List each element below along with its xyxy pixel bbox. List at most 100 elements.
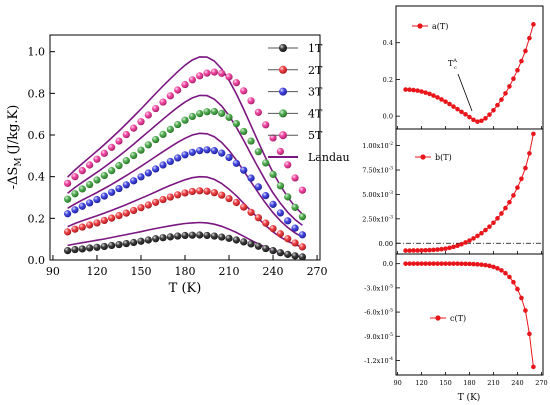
panel-c-point [443, 261, 448, 266]
data-point-shading [203, 146, 211, 154]
data-point-shading [291, 203, 299, 211]
data-point-shading [93, 219, 101, 227]
tc-subscript: c [454, 65, 457, 71]
data-point-shading [188, 112, 196, 121]
panel-c-x-tick-label: 180 [463, 379, 475, 387]
panel-c-legend-label: c(T) [450, 314, 466, 323]
data-point-shading [196, 231, 204, 239]
panel-b-point [407, 248, 412, 253]
data-point-shading [71, 225, 79, 233]
data-point-shading [71, 173, 79, 181]
data-point-shading [108, 188, 116, 196]
data-point-shading [254, 183, 262, 191]
data-point-shading [188, 231, 196, 239]
panel-a-point [407, 87, 412, 93]
panel-c-point [451, 261, 456, 266]
data-point-shading [218, 191, 226, 199]
panel-c-point [431, 261, 436, 266]
panel-b-point [411, 248, 416, 253]
panel-c-x-tick-label: 90 [393, 379, 401, 387]
panel-a-point [459, 109, 464, 115]
panel-c-point [415, 261, 420, 266]
data-point-shading [93, 243, 101, 251]
panel-a-point [431, 93, 436, 98]
data-point-shading [78, 202, 86, 210]
data-point-shading [78, 167, 86, 175]
data-point-shading [232, 79, 240, 87]
data-point-shading [276, 209, 284, 217]
panel-c-point [519, 295, 524, 301]
main-y-tick-label: 0.4 [28, 171, 46, 184]
data-point-shading [181, 80, 189, 89]
panel-c-x-tick-label: 270 [535, 379, 547, 387]
panel-a-point [443, 99, 448, 104]
panel-b-point [451, 244, 456, 250]
data-point-shading [174, 120, 182, 129]
legend-label-landau: Landau [308, 151, 350, 164]
panel-b-y-tick-label: 5.00x10-3 [362, 190, 393, 199]
data-point-shading [269, 200, 277, 208]
data-point-shading [203, 187, 211, 195]
panel-c: 0.0 -3.0x10-5 -6.0x10-5 -9.0x10-5 -1.2x10-4 9… [364, 253, 548, 403]
series-5T [64, 68, 306, 194]
panel-c-x-tick-label: 240 [511, 379, 523, 387]
data-point-shading [174, 86, 182, 94]
panel-a-point [415, 88, 420, 93]
data-point-shading [64, 247, 72, 255]
data-point-shading [196, 109, 204, 118]
data-point-shading [71, 206, 79, 214]
panel-a-point [531, 22, 536, 27]
data-point-shading [144, 236, 152, 244]
panel-c-x-axis-title: T (K) [458, 392, 481, 403]
data-point-shading [210, 232, 218, 240]
data-point-shading [144, 111, 152, 119]
panel-b-point [483, 227, 488, 233]
panel-b-point [467, 238, 472, 243]
data-point-shading [122, 181, 130, 189]
panel-c-frame [395, 253, 544, 376]
panel-c-point [423, 261, 428, 266]
panel-b-point [491, 220, 496, 226]
series-3T [64, 146, 306, 239]
data-point-shading [203, 231, 211, 240]
data-point-shading [64, 179, 72, 187]
data-point-shading [100, 192, 108, 200]
legend-label-1T: 1T [308, 42, 323, 55]
panel-a-y-tick-label: 0.0 [383, 113, 393, 121]
y-title-subscript: M [14, 157, 24, 166]
panel-b-point [487, 224, 492, 229]
data-point-shading [86, 221, 94, 229]
data-point-shading [174, 191, 182, 199]
data-point-shading [181, 116, 189, 124]
panel-a-y-tick-label: 0.2 [383, 76, 393, 84]
panel-a-point [499, 97, 504, 102]
data-point-shading [232, 236, 240, 244]
data-point-shading [225, 73, 233, 81]
panel-c-line [405, 263, 534, 367]
main-y-tick-label: 0.6 [28, 129, 46, 142]
panel-b-y-tick-label: 1.00x10-2 [362, 141, 393, 150]
panel-b-point [435, 247, 440, 252]
panel-a-point [507, 84, 512, 89]
panel-a-point [519, 58, 524, 64]
data-point-shading [284, 235, 292, 243]
data-point-shading [159, 234, 167, 242]
landau-fit-line-5T [67, 56, 303, 215]
data-point-shading [232, 159, 240, 167]
tc-arrow [457, 73, 473, 112]
data-point-shading [166, 92, 174, 100]
panel-c-point [483, 262, 488, 268]
legend-label-4T: 4T [308, 107, 323, 120]
data-point-shading [291, 239, 299, 247]
data-point-shading [181, 151, 189, 159]
data-point-shading [166, 233, 174, 241]
legend-label-3T: 3T [308, 86, 323, 99]
data-point-shading [152, 104, 160, 113]
data-point-shading [137, 237, 145, 245]
panel-a-point [463, 112, 468, 117]
panel-b-point [531, 131, 536, 137]
panel-b-y-tick-label: 2.50x10-3 [362, 214, 393, 223]
data-point-shading [64, 195, 72, 203]
data-point-shading [174, 232, 182, 240]
main-x-tick-label: 120 [86, 265, 107, 278]
